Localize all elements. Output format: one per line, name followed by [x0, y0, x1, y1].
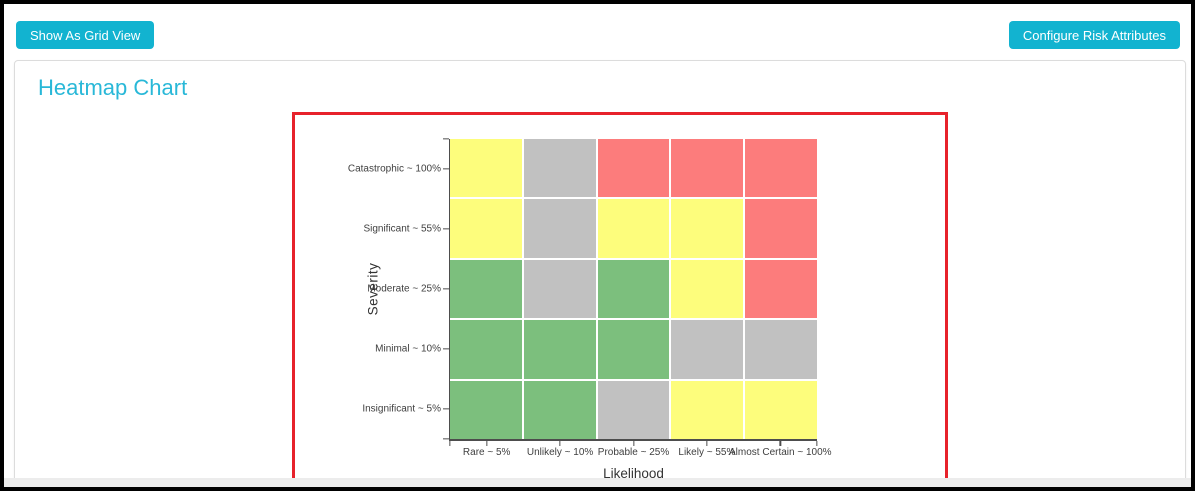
heatmap-cell[interactable] — [450, 139, 522, 198]
y-tick-mark — [443, 168, 449, 170]
y-tick-mark — [443, 348, 449, 350]
x-tick-label: Rare ~ 5% — [462, 447, 511, 458]
heatmap-chart: Catastrophic ~ 100% Significant ~ 55% Mode… — [348, 138, 832, 481]
x-tick-mark — [632, 440, 635, 446]
x-axis-line — [448, 439, 817, 441]
page-background-strip — [4, 478, 1191, 487]
x-tick-mark — [559, 440, 561, 446]
y-axis-title: Severity — [365, 262, 381, 316]
heatmap-cell[interactable] — [450, 320, 522, 379]
page-title: Heatmap Chart — [38, 75, 188, 100]
heatmap-cell[interactable] — [523, 320, 596, 379]
x-tick-mark — [706, 440, 708, 446]
heatmap-cell[interactable] — [597, 380, 670, 439]
heatmap-cell[interactable] — [597, 320, 670, 379]
heatmap-cell[interactable] — [745, 259, 817, 319]
heatmap-cell[interactable] — [745, 139, 817, 198]
y-tick-label: Catastrophic ~ 100% — [347, 163, 441, 175]
y-tick-label: Minimal ~ 10% — [375, 343, 441, 355]
heatmap-cell[interactable] — [597, 199, 670, 258]
y-tick-mark — [443, 408, 449, 410]
heatmap-grid — [450, 139, 817, 439]
y-axis-end-tick — [443, 138, 449, 140]
y-tick-label: Moderate ~ 25% — [367, 283, 441, 295]
heatmap-cell[interactable] — [745, 320, 817, 379]
heatmap-cell[interactable] — [745, 199, 817, 258]
heatmap-cell[interactable] — [671, 259, 744, 319]
x-axis-end-tick — [449, 440, 451, 446]
heatmap-cell[interactable] — [671, 320, 744, 379]
heatmap-highlight-box: Catastrophic ~ 100% Significant ~ 55% Mode… — [292, 112, 948, 483]
heatmap-cell[interactable] — [450, 380, 522, 439]
heatmap-panel: Heatmap Chart Catastrophic ~ 100% Signifi… — [14, 60, 1186, 483]
heatmap-cell[interactable] — [597, 259, 670, 319]
heatmap-cell[interactable] — [671, 199, 744, 258]
heatmap-cell[interactable] — [597, 139, 670, 198]
heatmap-cell[interactable] — [523, 380, 596, 439]
x-tick-label: Almost Certain ~ 100% — [729, 447, 832, 458]
y-tick-mark — [443, 288, 449, 290]
x-tick-mark — [486, 440, 488, 446]
y-tick-label: Significant ~ 55% — [363, 223, 441, 235]
heatmap-cell[interactable] — [523, 199, 596, 258]
heatmap-cell[interactable] — [523, 139, 596, 198]
heatmap-cell[interactable] — [523, 259, 596, 319]
y-axis-end-tick — [443, 438, 449, 440]
x-tick-mark — [779, 440, 781, 446]
y-axis-line — [448, 139, 450, 441]
x-tick-label: Likely ~ 55% — [678, 447, 736, 458]
configure-risk-attributes-button[interactable]: Configure Risk Attributes — [1008, 21, 1180, 49]
x-tick-label: Unlikely ~ 10% — [526, 447, 594, 458]
show-as-grid-view-button[interactable]: Show As Grid View — [16, 21, 155, 49]
heatmap-cell[interactable] — [450, 259, 522, 319]
x-axis-title: Likelihood — [603, 466, 664, 481]
x-tick-label: Probable ~ 25% — [597, 447, 670, 458]
x-axis-end-tick — [816, 440, 818, 446]
heatmap-cell[interactable] — [671, 380, 744, 439]
heatmap-cell[interactable] — [450, 199, 522, 258]
heatmap-cell[interactable] — [745, 380, 817, 439]
heatmap-cell[interactable] — [671, 139, 744, 198]
y-tick-mark — [443, 228, 449, 230]
y-tick-label: Insignificant ~ 5% — [362, 403, 441, 415]
